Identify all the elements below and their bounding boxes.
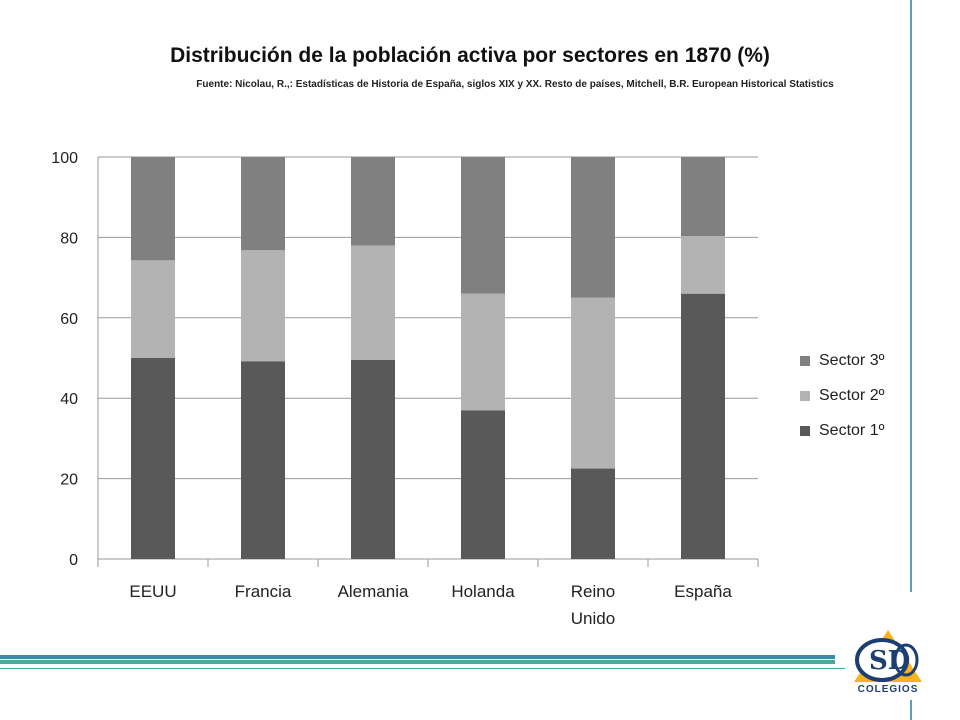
bar-segment: [681, 236, 725, 294]
bar-segment: [241, 157, 285, 251]
x-tick-label: España: [674, 582, 732, 601]
legend-item: Sector 3º: [800, 343, 884, 378]
legend-label: Sector 2º: [819, 386, 885, 404]
chart-legend: Sector 3º Sector 2º Sector 1º: [800, 343, 884, 448]
y-tick-label: 0: [69, 552, 78, 569]
x-tick-label: Holanda: [451, 582, 515, 601]
footer-band-top: [0, 655, 835, 659]
x-tick-label: Francia: [235, 582, 292, 601]
bar-segment: [241, 250, 285, 362]
bar-segment: [351, 245, 395, 361]
legend-item: Sector 2º: [800, 378, 884, 413]
bar-segment: [571, 157, 615, 298]
bar-segment: [131, 260, 175, 358]
bar-segment: [681, 157, 725, 237]
csd-colegios-logo-icon: SD: [854, 630, 922, 682]
bar-segment: [571, 468, 615, 559]
legend-swatch: [800, 425, 810, 436]
bar-segment: [461, 410, 505, 559]
svg-text:SD: SD: [869, 646, 910, 676]
y-tick-label: 40: [60, 391, 78, 408]
decorative-vertical-line-bottom: [910, 700, 912, 720]
x-tick-label: Unido: [571, 609, 615, 628]
x-tick-label: EEUU: [129, 582, 176, 601]
footer-band-thin-line: [0, 668, 845, 669]
bar-segment: [461, 293, 505, 411]
y-tick-label: 60: [60, 311, 78, 328]
y-tick-label: 80: [60, 230, 78, 247]
decorative-vertical-line-top: [910, 0, 912, 592]
logo-text: COLEGIOS: [857, 684, 919, 695]
chart-subtitle: Fuente: Nicolau, R.,: Estadísticas de Hi…: [196, 79, 834, 90]
legend-label: Sector 1º: [819, 421, 885, 439]
bar-segment: [131, 358, 175, 559]
x-tick-label: Reino: [571, 582, 615, 601]
legend-item: Sector 1º: [800, 413, 884, 448]
bar-segment: [131, 157, 175, 261]
y-tick-label: 20: [60, 472, 78, 489]
x-tick-label: Alemania: [338, 582, 409, 601]
bar-segment: [571, 297, 615, 469]
bar-segment: [351, 360, 395, 559]
chart-title: Distribución de la población activa por …: [170, 44, 770, 67]
legend-label: Sector 3º: [819, 351, 885, 369]
bar-segment: [241, 361, 285, 559]
bar-segment: [351, 157, 395, 246]
y-tick-label: 100: [51, 150, 78, 167]
legend-swatch: [800, 355, 810, 366]
bar-segment: [681, 293, 725, 559]
footer-band-middle: [0, 660, 835, 664]
bar-segment: [461, 157, 505, 294]
legend-swatch: [800, 390, 810, 401]
